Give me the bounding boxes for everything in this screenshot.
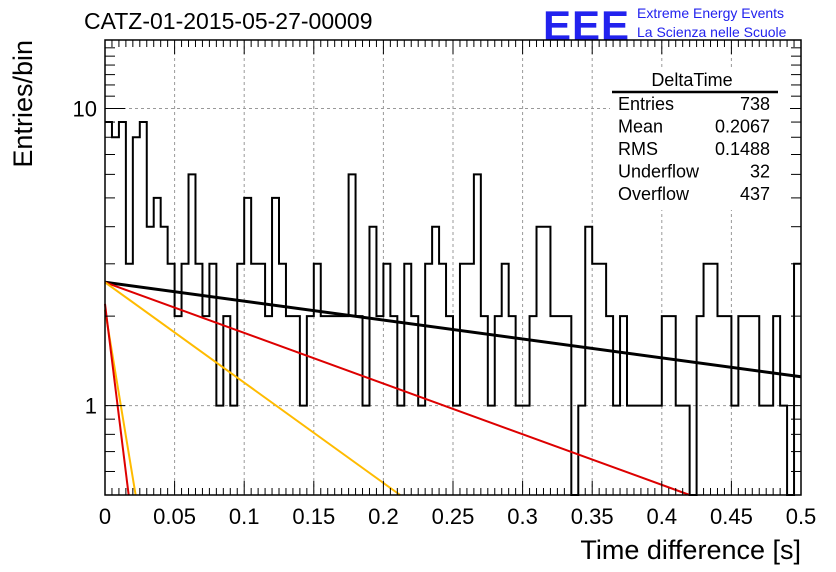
x-tick-label: 0 xyxy=(99,504,111,529)
x-tick-label: 0.4 xyxy=(647,504,678,529)
stats-value: 32 xyxy=(750,162,770,182)
x-tick-label: 0.2 xyxy=(368,504,399,529)
stats-value: 0.2067 xyxy=(715,117,770,137)
y-tick-label: 1 xyxy=(85,394,97,419)
stats-value: 437 xyxy=(740,184,770,204)
chart-title: CATZ-01-2015-05-27-00009 xyxy=(84,8,373,34)
y-axis-label: Entries/bin xyxy=(8,40,38,168)
x-tick-label: 0.15 xyxy=(292,504,335,529)
stats-box: DeltaTime Entries 738 Mean 0.2067 RMS 0.1488 Un… xyxy=(610,70,790,210)
stats-value: 738 xyxy=(740,94,770,114)
stats-label: RMS xyxy=(618,139,658,159)
logo-line-2: La Scienza nelle Scuole xyxy=(637,24,787,40)
stats-label: Underflow xyxy=(618,162,700,182)
y-tick-label: 10 xyxy=(73,96,97,121)
fit-lines xyxy=(104,280,802,496)
stats-label: Entries xyxy=(618,94,674,114)
axes: 0 0.05 0.1 0.15 0.2 0.25 0.3 0.35 0.4 0.45 0.5 1 10 T… xyxy=(8,39,817,565)
stats-label: Overflow xyxy=(618,184,690,204)
logo-caption: Extreme Energy Events La Scienza nelle S… xyxy=(637,4,786,42)
x-tick-label: 0.05 xyxy=(153,504,196,529)
stats-value: 0.1488 xyxy=(715,139,770,159)
logo-line-1: Extreme Energy Events xyxy=(637,5,785,21)
fit-line xyxy=(104,280,802,379)
fit-line xyxy=(104,281,690,496)
x-tick-label: 0.3 xyxy=(507,504,538,529)
stats-box-bg xyxy=(610,70,790,210)
x-tick-label: 0.25 xyxy=(432,504,475,529)
fit-line xyxy=(104,281,401,496)
x-tick-label: 0.5 xyxy=(786,504,817,529)
x-tick-label: 0.45 xyxy=(710,504,753,529)
x-tick-label: 0.35 xyxy=(571,504,614,529)
stats-title: DeltaTime xyxy=(651,70,732,90)
stats-label: Mean xyxy=(618,117,663,137)
x-axis-label: Time difference [s] xyxy=(580,535,801,565)
x-tick-label: 0.1 xyxy=(229,504,260,529)
fit-line xyxy=(104,303,130,496)
